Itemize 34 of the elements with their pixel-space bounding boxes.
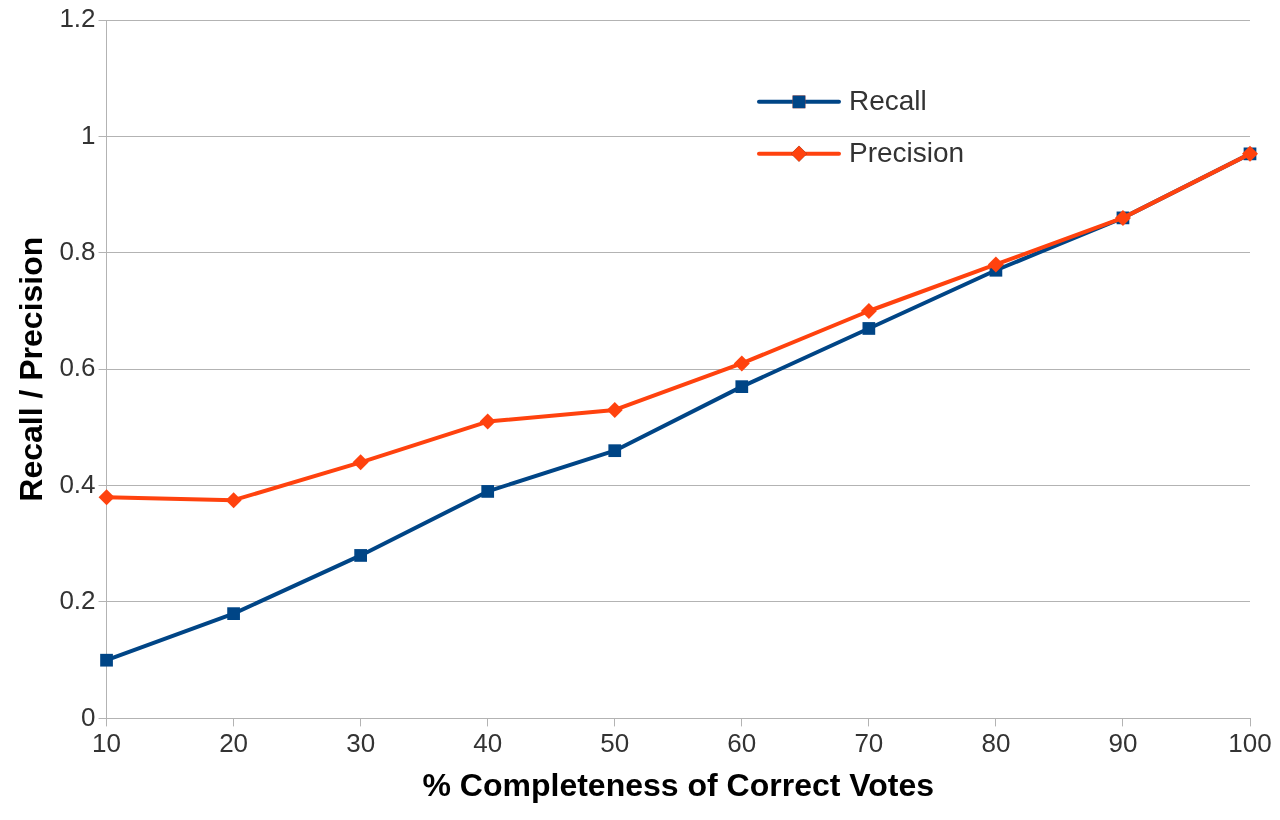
y-tick-label: 0.2 [59, 585, 96, 616]
point [479, 413, 496, 430]
point [606, 401, 623, 418]
y-tick-label: 0.6 [59, 352, 96, 383]
y-tick-label: 0.4 [59, 468, 96, 499]
point [227, 607, 240, 620]
x-tick-label: 30 [346, 728, 376, 759]
point [733, 355, 750, 372]
point [481, 485, 495, 498]
legend-label: Recall [848, 84, 927, 116]
point [862, 322, 876, 335]
x-tick-label: 70 [854, 728, 884, 759]
x-tick-label: 50 [600, 728, 630, 759]
x-axis-title: % Completeness of Correct Votes [422, 766, 935, 803]
x-tick-label: 80 [981, 728, 1011, 759]
point [98, 489, 115, 506]
y-axis-title: Recall / Precision [13, 236, 50, 502]
x-tick-label: 90 [1108, 728, 1138, 759]
point [100, 653, 113, 667]
legend-label: Precision [848, 136, 965, 168]
point [860, 303, 877, 319]
y-tick-label: 0.8 [59, 235, 96, 266]
x-tick-label: 40 [473, 728, 503, 759]
x-tick-label: 100 [1228, 728, 1272, 759]
point [225, 492, 242, 509]
x-tick-label: 20 [219, 728, 249, 759]
point [735, 380, 749, 394]
point [354, 549, 368, 562]
point [987, 256, 1004, 273]
y-tick-label: 1.2 [59, 3, 96, 34]
y-tick-label: 1 [81, 119, 96, 150]
point [608, 444, 622, 458]
x-tick-label: 60 [727, 728, 757, 759]
point [352, 454, 369, 471]
